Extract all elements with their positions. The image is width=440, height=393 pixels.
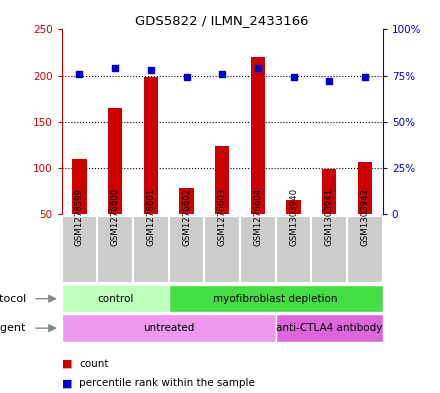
Point [254, 65, 261, 72]
Point [219, 71, 226, 77]
Bar [169, 285, 383, 312]
Text: GSM1276603: GSM1276603 [218, 188, 227, 246]
Text: myofibroblast depletion: myofibroblast depletion [213, 294, 338, 304]
Bar [276, 314, 383, 342]
Text: GSM1303940: GSM1303940 [289, 188, 298, 246]
Bar [358, 162, 372, 214]
Text: GSM1276600: GSM1276600 [110, 188, 120, 246]
Bar [251, 57, 265, 214]
Bar [204, 216, 240, 283]
Point [183, 74, 190, 81]
Bar [169, 216, 204, 283]
Point [326, 78, 333, 84]
Bar [62, 285, 169, 312]
Point [76, 71, 83, 77]
Bar [347, 216, 383, 283]
Bar [180, 188, 194, 214]
Bar [108, 108, 122, 214]
Bar [144, 77, 158, 214]
Text: GSM1276601: GSM1276601 [147, 188, 155, 246]
Text: GSM1276604: GSM1276604 [253, 188, 262, 246]
Text: ■: ■ [62, 358, 72, 369]
Point [112, 65, 119, 72]
Point [147, 67, 154, 73]
Text: untreated: untreated [143, 323, 194, 333]
Text: anti-CTLA4 antibody: anti-CTLA4 antibody [276, 323, 382, 333]
Text: agent: agent [0, 323, 26, 333]
Title: GDS5822 / ILMN_2433166: GDS5822 / ILMN_2433166 [136, 14, 309, 27]
Bar [97, 216, 133, 283]
Bar [215, 146, 229, 214]
Text: protocol: protocol [0, 294, 26, 304]
Bar [72, 159, 87, 214]
Bar [322, 169, 337, 214]
Bar [62, 314, 276, 342]
Text: GSM1303942: GSM1303942 [360, 188, 370, 246]
Point [290, 74, 297, 81]
Text: GSM1276599: GSM1276599 [75, 188, 84, 246]
Text: count: count [79, 358, 109, 369]
Bar [312, 216, 347, 283]
Point [361, 74, 368, 81]
Bar [240, 216, 276, 283]
Bar [133, 216, 169, 283]
Text: GSM1276602: GSM1276602 [182, 188, 191, 246]
Bar [276, 216, 312, 283]
Text: percentile rank within the sample: percentile rank within the sample [79, 378, 255, 388]
Text: GSM1303941: GSM1303941 [325, 188, 334, 246]
Text: control: control [97, 294, 133, 304]
Bar [62, 216, 97, 283]
Text: ■: ■ [62, 378, 72, 388]
Bar [286, 200, 301, 214]
